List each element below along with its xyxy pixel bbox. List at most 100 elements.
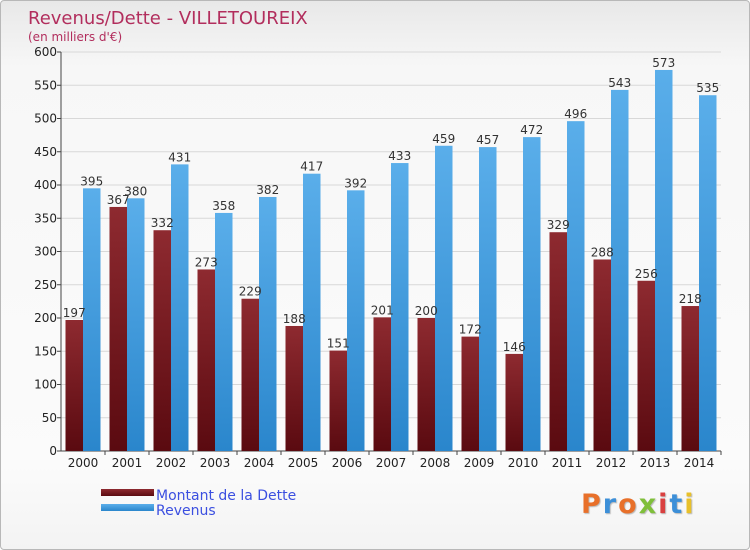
x-tick-label: 2005: [288, 456, 319, 470]
value-label-dette: 273: [195, 255, 218, 269]
value-label-dette: 332: [151, 216, 174, 230]
bar-dette: [65, 319, 83, 451]
x-tick-label: 2001: [112, 456, 143, 470]
value-label-dette: 329: [547, 218, 570, 232]
bar-revenus: [391, 163, 409, 451]
y-tick-label: 100: [34, 378, 57, 392]
y-tick-label: 250: [34, 278, 57, 292]
logo-letter: i: [658, 489, 670, 520]
y-tick-label: 150: [34, 344, 57, 358]
value-label-revenus: 433: [388, 149, 411, 163]
y-tick-label: 400: [34, 178, 57, 192]
y-tick-label: 450: [34, 145, 57, 159]
bar-dette: [285, 325, 303, 451]
logo-letter: x: [638, 489, 659, 520]
value-label-revenus: 358: [212, 199, 235, 213]
y-tick-label: 200: [34, 311, 57, 325]
y-tick-label: 600: [34, 45, 57, 59]
bar-dette: [637, 280, 655, 451]
y-tick-label: 500: [34, 112, 57, 126]
bar-dette: [373, 317, 391, 451]
value-label-revenus: 380: [124, 184, 147, 198]
y-tick-label: 0: [49, 444, 57, 458]
value-label-revenus: 457: [476, 133, 499, 147]
proxiti-logo: Proxiti: [581, 489, 696, 520]
bar-dette: [329, 350, 347, 451]
value-label-dette: 288: [591, 245, 614, 259]
logo-letter: P: [581, 489, 603, 520]
value-label-revenus: 417: [300, 160, 323, 174]
value-label-revenus: 431: [168, 150, 191, 164]
legend-swatch-revenus: [101, 504, 154, 511]
bar-dette: [109, 206, 127, 451]
y-tick-label: 350: [34, 211, 57, 225]
x-tick-label: 2003: [200, 456, 231, 470]
x-tick-label: 2008: [420, 456, 451, 470]
logo-letter: r: [602, 489, 619, 520]
y-tick-label: 50: [42, 411, 57, 425]
legend: Montant de la Dette Revenus: [101, 488, 296, 519]
bar-revenus: [303, 173, 321, 451]
value-label-dette: 367: [107, 193, 130, 207]
legend-swatch-dette: [101, 489, 154, 496]
x-tick-label: 2002: [156, 456, 187, 470]
value-label-dette: 229: [239, 285, 262, 299]
value-label-dette: 218: [679, 292, 702, 306]
logo-letter: i: [684, 489, 696, 520]
legend-label-dette: Montant de la Dette: [156, 488, 296, 504]
bar-revenus: [567, 121, 585, 451]
logo-letter: o: [618, 489, 639, 520]
x-tick-label: 2012: [596, 456, 627, 470]
bar-revenus: [171, 164, 189, 451]
x-tick-label: 2014: [684, 456, 715, 470]
bar-revenus: [83, 188, 101, 451]
value-label-dette: 146: [503, 340, 526, 354]
y-tick-label: 300: [34, 245, 57, 259]
x-tick-label: 2011: [552, 456, 583, 470]
chart-subtitle: (en milliers d'€): [28, 30, 122, 44]
bar-revenus: [655, 69, 673, 451]
x-tick-label: 2009: [464, 456, 495, 470]
value-label-revenus: 535: [696, 81, 719, 95]
bar-dette: [241, 298, 259, 451]
bar-revenus: [611, 89, 629, 451]
bar-dette: [153, 230, 171, 451]
bar-revenus: [127, 198, 145, 451]
x-tick-label: 2004: [244, 456, 275, 470]
bar-dette: [197, 269, 215, 451]
value-label-revenus: 459: [432, 132, 455, 146]
bar-revenus: [347, 190, 365, 451]
value-label-dette: 200: [415, 304, 438, 318]
value-label-revenus: 382: [256, 183, 279, 197]
bar-dette: [417, 318, 435, 451]
value-label-dette: 172: [459, 323, 482, 337]
value-label-revenus: 543: [608, 76, 631, 90]
bar-dette: [505, 353, 523, 451]
value-label-dette: 151: [327, 337, 350, 351]
chart-title: Revenus/Dette - VILLETOUREIX: [28, 8, 308, 29]
value-label-revenus: 496: [564, 107, 587, 121]
x-tick-label: 2013: [640, 456, 671, 470]
value-label-revenus: 573: [652, 56, 675, 70]
value-label-dette: 188: [283, 312, 306, 326]
y-tick-label: 550: [34, 78, 57, 92]
bar-dette: [593, 259, 611, 451]
value-label-dette: 256: [635, 267, 658, 281]
bar-revenus: [259, 196, 277, 451]
bars: [65, 69, 717, 451]
bar-dette: [461, 336, 479, 451]
bar-dette: [681, 306, 699, 451]
value-label-dette: 197: [63, 306, 86, 320]
x-tick-label: 2007: [376, 456, 407, 470]
value-label-dette: 201: [371, 303, 394, 317]
x-tick-label: 2006: [332, 456, 363, 470]
x-tick-label: 2000: [68, 456, 99, 470]
value-label-revenus: 392: [344, 176, 367, 190]
bar-revenus: [215, 212, 233, 451]
bar-revenus: [699, 95, 717, 451]
tick-labels: 0 50 100 150 200 250 300 350 400 450 500 550 600 2000…: [34, 45, 714, 470]
legend-label-revenus: Revenus: [156, 503, 216, 519]
